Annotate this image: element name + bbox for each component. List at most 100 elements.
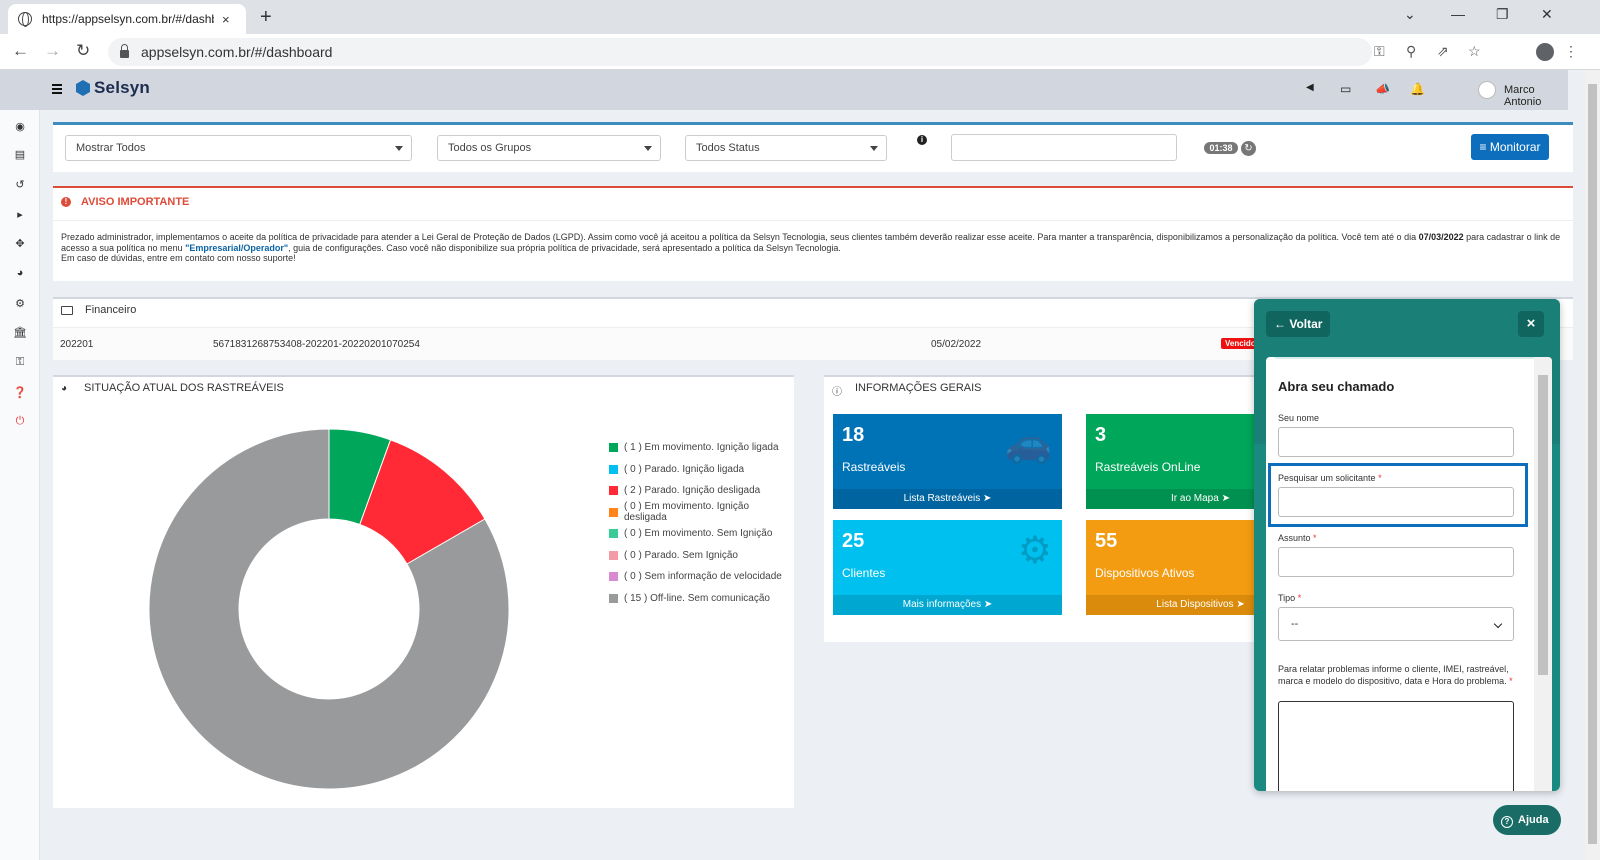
- zoom-icon[interactable]: ⚲: [1406, 43, 1417, 59]
- important-notice: ! AVISO IMPORTANTE Prezado administrador…: [53, 186, 1573, 281]
- tile-number: 25: [842, 530, 865, 552]
- type-select[interactable]: --: [1278, 607, 1514, 641]
- power-icon[interactable]: ⏻: [15, 415, 25, 427]
- maximize-icon[interactable]: ❐: [1496, 6, 1509, 22]
- map-icon[interactable]: ▤: [14, 149, 26, 161]
- browser-menu-icon[interactable]: ⋮: [1564, 43, 1578, 59]
- browser-tab[interactable]: https://appselsyn.com.br/#/dashb ×: [8, 4, 246, 34]
- form-scrollbar[interactable]: [1534, 357, 1552, 791]
- reload-icon[interactable]: ↻: [76, 41, 91, 60]
- dashboard-icon[interactable]: ◉: [15, 121, 25, 133]
- legend-item[interactable]: ( 1 ) Em movimento. Ignição ligada: [609, 437, 794, 459]
- notice-text: Em caso de dúvidas, entre em contato com…: [61, 253, 296, 263]
- type-select-value: --: [1291, 618, 1299, 630]
- name-input[interactable]: [1278, 427, 1514, 457]
- tile-link[interactable]: Mais informações ➤: [833, 595, 1062, 615]
- pie-chart-icon: ◕: [61, 382, 68, 394]
- legend-item[interactable]: ( 0 ) Parado. Ignição ligada: [609, 459, 794, 481]
- legend-item[interactable]: ( 2 ) Parado. Ignição desligada: [609, 480, 794, 502]
- notice-deadline: 07/03/2022: [1418, 232, 1464, 242]
- question-icon[interactable]: ❓: [13, 387, 27, 399]
- bell-icon[interactable]: 🔔: [1410, 82, 1425, 96]
- caret-down-icon: [644, 146, 652, 151]
- selsyn-logo[interactable]: Selsyn: [76, 78, 150, 98]
- back-arrow-icon[interactable]: ←: [12, 41, 29, 60]
- show-select-value: Mostrar Todos: [76, 142, 146, 154]
- caret-down-icon: [870, 146, 878, 151]
- refresh-timer: 01:38: [1204, 142, 1238, 154]
- window-close-icon[interactable]: ✕: [1541, 6, 1553, 22]
- tile-link[interactable]: Lista Rastreáveis ➤: [833, 489, 1062, 509]
- legend-item[interactable]: ( 0 ) Sem informação de velocidade: [609, 566, 794, 588]
- situation-title: SITUAÇÃO ATUAL DOS RASTREÁVEIS: [84, 382, 284, 394]
- help-label: Ajuda: [1518, 814, 1549, 826]
- monitor-icon[interactable]: ▭: [1340, 82, 1352, 96]
- arrows-icon[interactable]: ✥: [15, 238, 25, 250]
- user-name[interactable]: Marco Antonio: [1504, 84, 1542, 108]
- invoice-code: 5671831268753408-202201-20220201070254: [213, 339, 420, 350]
- requester-label-text: Pesquisar um solicitante: [1278, 473, 1376, 483]
- tile-number: 18: [842, 424, 865, 446]
- back-arrow-icon: ←: [1274, 317, 1286, 331]
- info-title: INFORMAÇÕES GERAIS: [855, 382, 982, 394]
- key-icon[interactable]: ⚿: [15, 356, 25, 368]
- new-tab-button[interactable]: +: [260, 6, 272, 28]
- minimize-icon[interactable]: —: [1451, 6, 1465, 22]
- caret-left-icon[interactable]: ◀: [1306, 82, 1314, 93]
- notice-text: acesso a sua política no menu: [61, 242, 186, 253]
- status-select[interactable]: Todos Status: [685, 135, 887, 161]
- back-button[interactable]: ← Voltar: [1266, 311, 1330, 337]
- bookmark-star-icon[interactable]: ☆: [1468, 43, 1481, 59]
- tab-title: https://appselsyn.com.br/#/dashb: [42, 12, 214, 26]
- notice-menu-link[interactable]: "Empresarial/Operador": [185, 242, 289, 253]
- share-icon[interactable]: ⇗: [1437, 43, 1449, 59]
- logo-text: Selsyn: [94, 78, 151, 97]
- legend-swatch: [609, 443, 618, 453]
- form-scroll-thumb[interactable]: [1538, 375, 1548, 675]
- url-text: appselsyn.com.br/#/dashboard: [141, 44, 333, 60]
- pie-chart-icon[interactable]: ◕: [16, 267, 24, 279]
- status-select-value: Todos Status: [696, 142, 760, 154]
- browser-toolbar: ← → ↻ appselsyn.com.br/#/dashboard ⚿ ⚲ ⇗…: [0, 34, 1600, 70]
- key-icon[interactable]: ⚿: [1374, 43, 1385, 59]
- notice-title: AVISO IMPORTANTE: [81, 196, 190, 208]
- tab-search-chevron-icon[interactable]: ⌄: [1404, 6, 1416, 22]
- legend-item[interactable]: ( 0 ) Parado. Sem Ignição: [609, 545, 794, 567]
- alert-icon: !: [61, 197, 71, 207]
- legend-item[interactable]: ( 0 ) Em movimento. Ignição desligada: [609, 501, 794, 523]
- description-label-text: Para relatar problemas informe o cliente…: [1278, 664, 1509, 686]
- help-button[interactable]: ? Ajuda: [1493, 805, 1561, 835]
- donut-slice[interactable]: [148, 428, 510, 790]
- description-textarea[interactable]: [1278, 701, 1514, 791]
- announcement-icon[interactable]: ▸: [17, 209, 23, 221]
- show-select[interactable]: Mostrar Todos: [65, 135, 412, 161]
- type-label-text: Tipo: [1278, 593, 1296, 603]
- legend-swatch: [609, 464, 618, 474]
- subject-input[interactable]: [1278, 547, 1514, 577]
- search-input[interactable]: [951, 134, 1177, 161]
- menu-toggle-icon[interactable]: [52, 84, 62, 94]
- subject-label: Assunto *: [1278, 533, 1317, 543]
- legend-item[interactable]: ( 15 ) Off-line. Sem comunicação: [609, 588, 794, 610]
- groups-select[interactable]: Todos os Grupos: [437, 135, 661, 161]
- tab-close-icon[interactable]: ×: [222, 11, 230, 27]
- requester-search-input[interactable]: [1278, 487, 1514, 517]
- legend-label: ( 0 ) Parado. Ignição ligada: [624, 463, 745, 475]
- megaphone-icon[interactable]: 📣: [1375, 82, 1390, 96]
- page-scroll-thumb[interactable]: [1588, 84, 1597, 844]
- close-button[interactable]: ×: [1518, 311, 1544, 337]
- tile-label: Clientes: [842, 566, 886, 580]
- info-icon[interactable]: i: [917, 135, 927, 145]
- address-bar[interactable]: appselsyn.com.br/#/dashboard: [108, 38, 1372, 66]
- gears-icon[interactable]: ⚙: [15, 298, 25, 310]
- user-avatar[interactable]: [1478, 81, 1496, 99]
- profile-avatar-icon[interactable]: [1536, 43, 1554, 61]
- monitor-button[interactable]: ≡ Monitorar: [1471, 134, 1549, 160]
- caret-down-icon: [395, 146, 403, 151]
- bank-icon[interactable]: 🏛: [13, 327, 27, 339]
- page-scrollbar[interactable]: [1585, 70, 1600, 860]
- legend-item[interactable]: ( 0 ) Em movimento. Sem Ignição: [609, 523, 794, 545]
- forward-arrow-icon[interactable]: →: [44, 41, 61, 60]
- refresh-icon[interactable]: ↻: [1241, 141, 1256, 156]
- history-icon[interactable]: ↺: [15, 179, 25, 191]
